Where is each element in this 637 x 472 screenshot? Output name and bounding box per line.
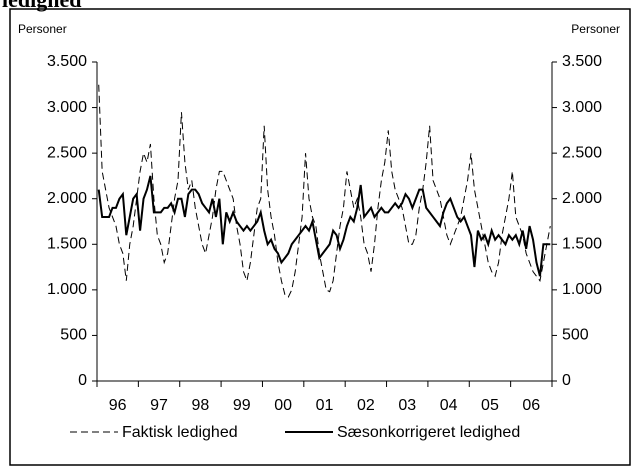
y2-tick-label: 2.500 <box>562 144 602 161</box>
x-tick-label: 99 <box>233 397 251 414</box>
y2-tick-label: 0 <box>562 372 571 389</box>
y-tick-label: 1.500 <box>47 236 87 253</box>
x-tick-label: 05 <box>481 397 499 414</box>
y-axis-label: Personer <box>18 22 67 36</box>
y2-tick-label: 1.500 <box>562 236 602 253</box>
y2-axis-label: Personer <box>571 22 620 36</box>
x-tick-label: 04 <box>440 397 458 414</box>
y-tick-label: 3.500 <box>47 53 87 70</box>
y-tick-label: 2.500 <box>47 144 87 161</box>
x-tick-label: 03 <box>398 397 416 414</box>
x-tick-label: 06 <box>522 397 540 414</box>
y2-tick-label: 3.000 <box>562 99 602 116</box>
y-tick-label: 500 <box>60 327 87 344</box>
y-tick-label: 1.000 <box>47 281 87 298</box>
y2-tick-label: 1.000 <box>562 281 602 298</box>
x-tick-label: 00 <box>274 397 292 414</box>
series-line <box>97 175 551 277</box>
y2-tick-label: 2.000 <box>562 190 602 207</box>
x-tick-label: 96 <box>109 397 127 414</box>
legend-label: Sæsonkorrigeret ledighed <box>337 424 520 441</box>
x-tick-label: 01 <box>316 397 334 414</box>
y-tick-label: 0 <box>78 372 87 389</box>
chart-title: ledighed <box>2 0 81 12</box>
x-tick-label: 98 <box>192 397 210 414</box>
x-tick-label: 02 <box>357 397 375 414</box>
frame <box>9 8 631 466</box>
legend-label: Faktisk ledighed <box>122 424 238 441</box>
y2-tick-label: 500 <box>562 327 589 344</box>
series-line <box>98 84 551 298</box>
y-tick-label: 2.000 <box>47 190 87 207</box>
y-tick-label: 3.000 <box>47 99 87 116</box>
x-tick-label: 97 <box>150 397 168 414</box>
y2-tick-label: 3.500 <box>562 53 602 70</box>
